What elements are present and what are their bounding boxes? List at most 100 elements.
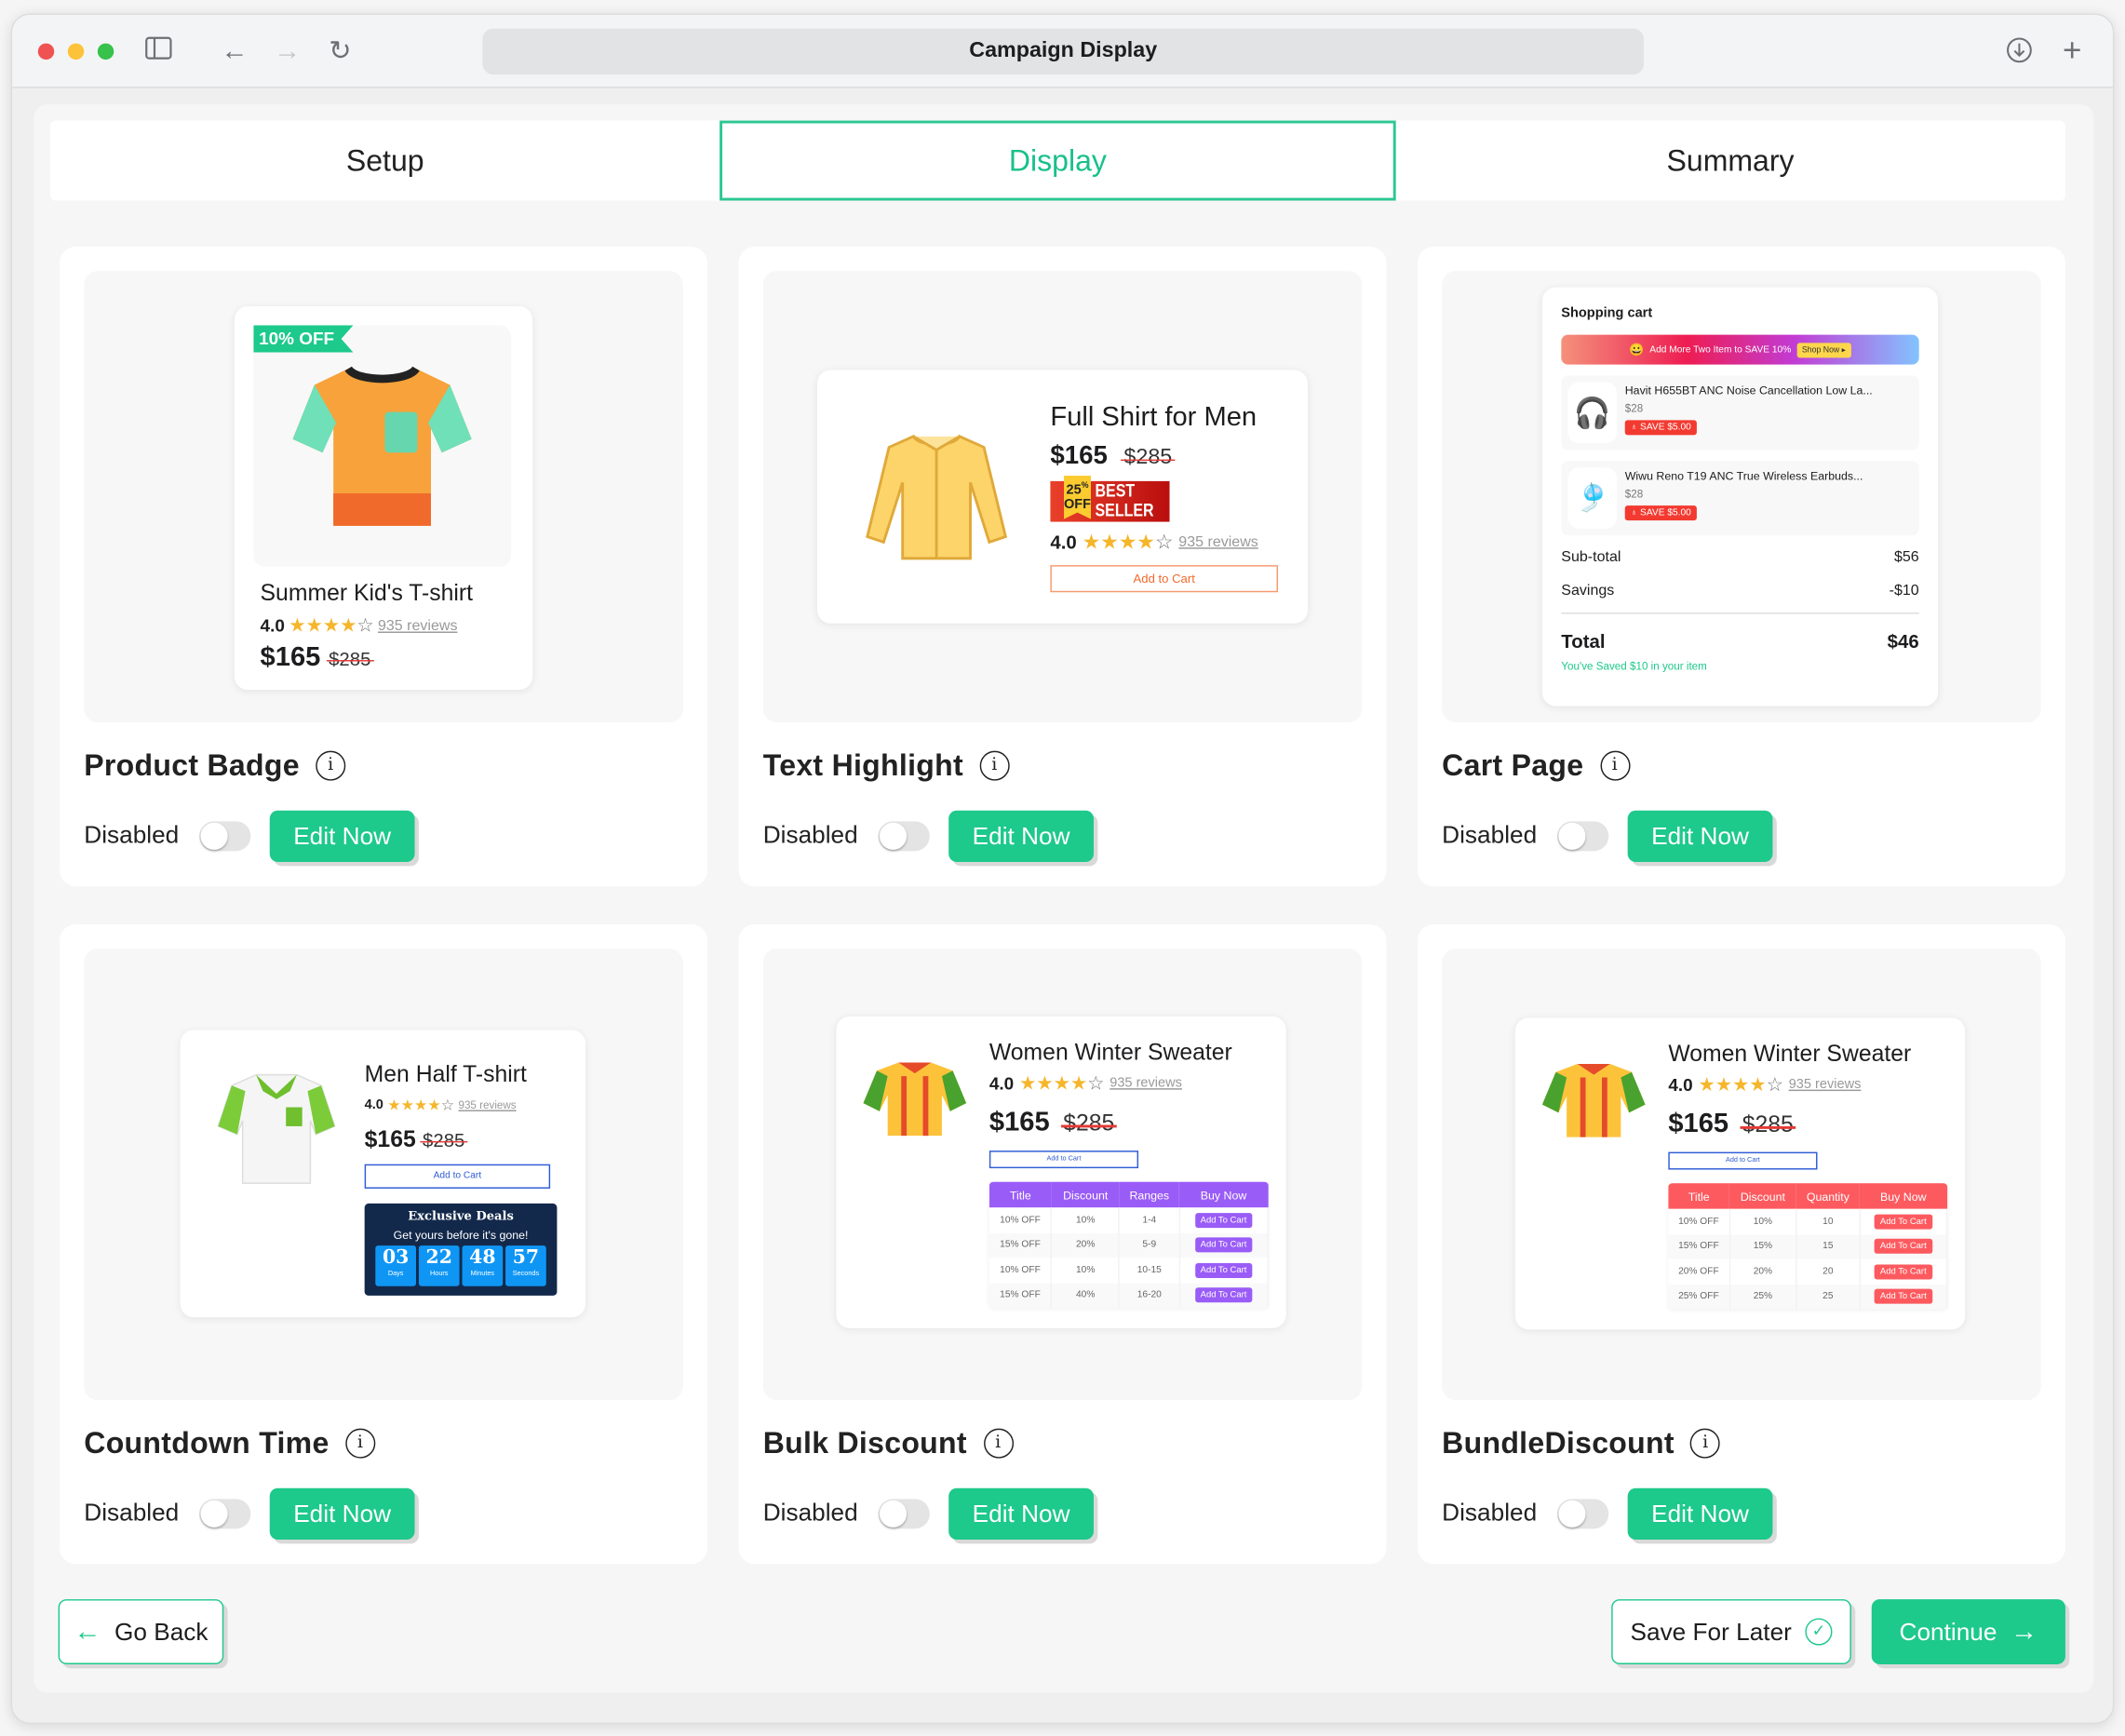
close-window-button[interactable] [37,43,55,61]
table-cell: 15% OFF [989,1283,1053,1309]
table-cell: 10% OFF [1668,1208,1730,1234]
promo-text: Add More Two Item to SAVE 10% [1649,344,1792,355]
badge-percent: 25 [1066,482,1082,498]
arrow-left-icon: ← [74,1616,101,1647]
info-icon[interactable]: i [345,1428,376,1459]
edit-now-button[interactable]: Edit Now [269,810,415,863]
edit-now-button[interactable]: Edit Now [948,1487,1094,1541]
save-text: SAVE $5.00 [1640,508,1691,518]
card-countdown-time: Men Half T-shirt 4.0 ★★★★☆ 935 reviews $… [60,923,708,1565]
minimize-window-button[interactable] [67,43,85,61]
enable-toggle[interactable] [199,821,251,852]
edit-now-button[interactable]: Edit Now [269,1487,415,1541]
title-bar: ← → ↻ Campaign Display + [12,15,2113,88]
table-row: 15% OFF 15% 15 Add To Cart [1668,1233,1948,1259]
reload-icon[interactable]: ↻ [329,36,352,67]
card-product-badge: 10% OFF Summer Kid's T-shirt 4.0 ★★★★☆ 9… [60,246,708,887]
add-to-cart-button[interactable]: Add To Cart [1194,1212,1253,1228]
cart-item: 🎐 Wiwu Reno T19 ANC True Wireless Earbud… [1561,461,1919,536]
rating-value: 4.0 [1050,531,1077,554]
add-to-cart-button[interactable]: Add To Cart [1194,1287,1253,1303]
table-cell: 25 [1795,1284,1861,1310]
table-cell: Add To Cart [1860,1284,1948,1310]
deal-title: Exclusive Deals [408,1210,514,1224]
go-back-button[interactable]: ← Go Back [58,1599,224,1664]
info-icon[interactable]: i [979,750,1010,781]
reviews-link[interactable]: 935 reviews [1178,533,1258,551]
add-to-cart-button[interactable]: Add To Cart [1875,1289,1932,1305]
reviews-link[interactable]: 935 reviews [1110,1076,1182,1092]
back-arrow-icon[interactable]: ← [221,36,249,67]
reviews-link[interactable]: 935 reviews [458,1098,517,1111]
rating-value: 4.0 [364,1097,383,1113]
add-to-cart-button[interactable]: Add to Cart [1668,1151,1818,1170]
price-row: $165 $285 [365,1126,468,1153]
table-row: 10% OFF 10% 10 Add To Cart [1668,1208,1948,1234]
continue-label: Continue [1899,1617,1997,1645]
info-icon[interactable]: i [316,750,346,781]
add-to-cart-button[interactable]: Add To Cart [1875,1239,1932,1255]
badge-off: OFF [1063,497,1092,513]
countdown-label: Days [387,1270,404,1279]
table-row: 10% OFF 10% 1-4 Add To Cart [989,1207,1269,1233]
product-image [203,1053,349,1203]
new-tab-plus-icon[interactable]: + [2063,32,2082,70]
info-icon[interactable]: i [1690,1428,1721,1459]
add-to-cart-button[interactable]: Add to Cart [364,1164,551,1189]
tab-display[interactable]: Display [720,120,1396,201]
tab-summary[interactable]: Summary [1666,143,1795,178]
table-cell: 25% OFF [1668,1284,1730,1310]
enable-toggle[interactable] [1556,1499,1609,1529]
card-title-text: Text Highlight [762,747,963,783]
reviews-link[interactable]: 935 reviews [377,617,458,634]
info-icon[interactable]: i [1599,750,1630,781]
edit-now-button[interactable]: Edit Now [1627,1487,1773,1541]
item-name: Wiwu Reno T19 ANC True Wireless Earbuds.… [1624,468,1863,483]
continue-button[interactable]: Continue → [1871,1599,2065,1664]
edit-now-button[interactable]: Edit Now [1627,810,1773,863]
enable-toggle[interactable] [878,1499,930,1529]
enable-toggle[interactable] [1556,821,1609,852]
add-to-cart-button[interactable]: Add To Cart [1875,1264,1932,1280]
shop-now-button[interactable]: Shop Now ▸ [1796,342,1851,357]
subtotal-label: Sub-total [1561,548,1621,566]
download-icon[interactable] [2004,36,2034,66]
table-row: 10% OFF 10% 10-15 Add To Cart [989,1258,1269,1284]
add-to-cart-button[interactable]: Add to Cart [989,1151,1139,1169]
add-to-cart-button[interactable]: Add To Cart [1875,1214,1932,1230]
polo-shirt-icon [216,1073,335,1184]
add-to-cart-button[interactable]: Add To Cart [1194,1262,1253,1278]
enable-toggle[interactable] [878,821,930,852]
tab-setup[interactable]: Setup [345,143,424,178]
save-for-later-button[interactable]: Save For Later ✓ [1611,1599,1851,1664]
countdown-unit: 48 Minutes [462,1245,504,1286]
maximize-window-button[interactable] [97,43,114,61]
rating-row: 4.0 ★★★★☆ 935 reviews [261,614,458,638]
countdown-value: 48 [469,1246,496,1269]
countdown-label: Minutes [470,1270,495,1279]
column-header: Buy Now [1880,1189,1927,1204]
reviews-link[interactable]: 935 reviews [1788,1077,1862,1093]
rating-value: 4.0 [989,1073,1015,1094]
product-name: Summer Kid's T-shirt [260,580,474,606]
info-icon[interactable]: i [983,1428,1014,1459]
star-rating-icons: ★★★★☆ [1019,1071,1105,1094]
sale-price: $165 [989,1107,1050,1137]
address-bar[interactable]: Campaign Display [482,28,1645,75]
forward-arrow-icon[interactable]: → [274,36,302,67]
sidebar-toggle-icon[interactable] [143,36,173,66]
enable-toggle[interactable] [199,1499,251,1529]
product-image [856,1036,974,1159]
countdown-label: Hours [430,1270,449,1279]
savings-row: Savings -$10 [1561,583,1919,614]
bundle-discount-table: Title Discount Quantity Buy Now 10% OFF 10% 10… [1668,1183,1948,1310]
product-image [847,403,1027,588]
column-header: Ranges [1129,1188,1170,1202]
item-price: $28 [1624,488,1644,501]
add-to-cart-button[interactable]: Add To Cart [1194,1237,1253,1253]
table-header-row: Title Discount Quantity Buy Now [1668,1183,1947,1209]
product-name: Women Winter Sweater [989,1039,1232,1066]
product-card: Women Winter Sweater 4.0 ★★★★☆ 935 reviews… [836,1016,1286,1328]
add-to-cart-button[interactable]: Add to Cart [1050,565,1279,593]
edit-now-button[interactable]: Edit Now [948,810,1094,863]
